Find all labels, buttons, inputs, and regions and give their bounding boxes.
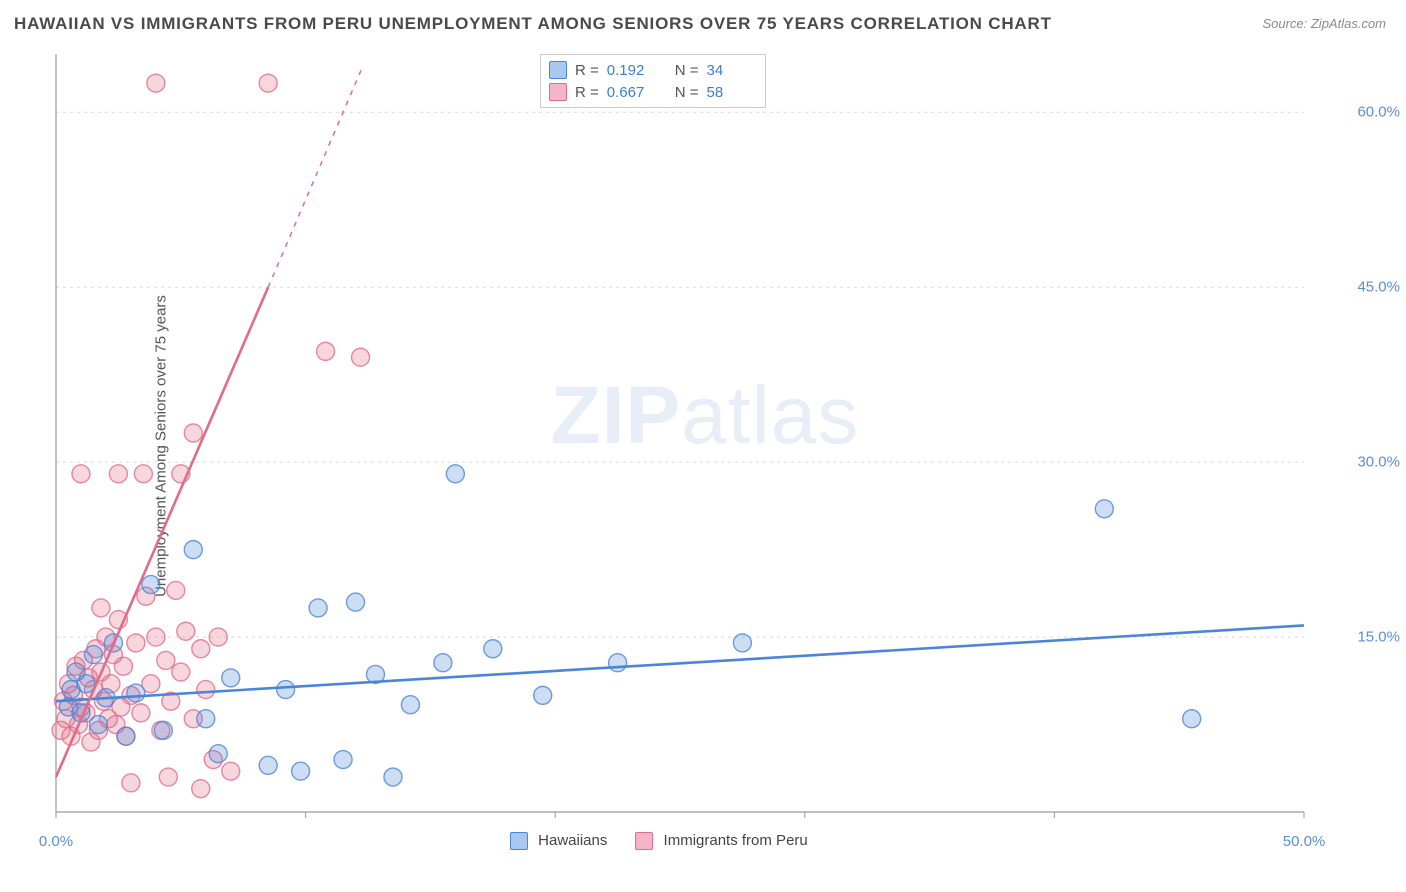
n-value-peru: 58	[707, 84, 757, 101]
correlation-legend: R = 0.192 N = 34 R = 0.667 N = 58	[540, 54, 766, 108]
y-tick-label: 15.0%	[1357, 629, 1400, 646]
x-tick-label: 0.0%	[39, 833, 73, 850]
swatch-hawaiians	[549, 61, 567, 79]
scatter-chart	[50, 48, 1360, 848]
plot-area: ZIPatlas R = 0.192 N = 34 R = 0.667 N = …	[50, 48, 1360, 848]
legend-row-hawaiians: R = 0.192 N = 34	[549, 59, 757, 81]
legend-item-peru: Immigrants from Peru	[635, 832, 807, 850]
r-value-hawaiians: 0.192	[607, 62, 657, 79]
r-value-peru: 0.667	[607, 84, 657, 101]
x-tick-label: 50.0%	[1283, 833, 1326, 850]
y-tick-label: 30.0%	[1357, 454, 1400, 471]
y-tick-label: 45.0%	[1357, 279, 1400, 296]
series-legend: Hawaiians Immigrants from Peru	[510, 832, 808, 850]
y-tick-label: 60.0%	[1357, 104, 1400, 121]
source-attribution: Source: ZipAtlas.com	[1262, 16, 1386, 31]
n-value-hawaiians: 34	[707, 62, 757, 79]
swatch-peru-icon	[635, 832, 653, 850]
legend-row-peru: R = 0.667 N = 58	[549, 81, 757, 103]
chart-title: HAWAIIAN VS IMMIGRANTS FROM PERU UNEMPLO…	[14, 14, 1052, 34]
swatch-hawaiians-icon	[510, 832, 528, 850]
swatch-peru	[549, 83, 567, 101]
legend-item-hawaiians: Hawaiians	[510, 832, 607, 850]
